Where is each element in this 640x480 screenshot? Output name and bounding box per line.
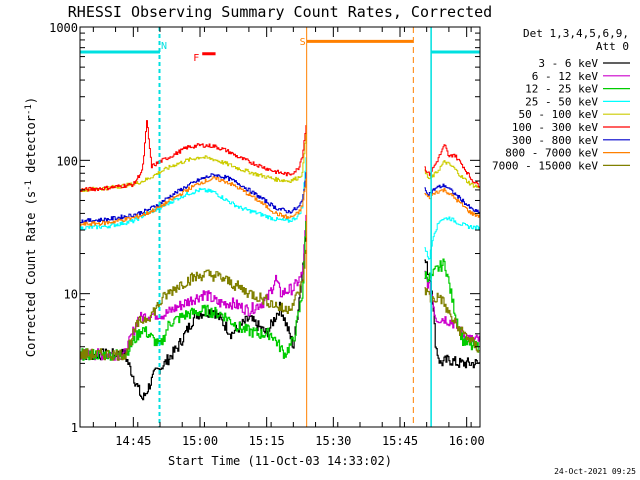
- legend-header-line-1: Det 1,3,4,5,6,9,: [523, 27, 629, 40]
- series-line-2: [80, 221, 480, 361]
- series-line-5: [80, 120, 480, 192]
- legend-label: 800 - 7000 keV: [505, 147, 598, 160]
- y-tick-label: 1000: [49, 21, 78, 35]
- series-line-6: [80, 172, 480, 224]
- legend-label: 25 - 50 keV: [525, 95, 598, 108]
- legend-label: 300 - 800 keV: [512, 134, 598, 147]
- legend-label: 6 - 12 keV: [532, 70, 599, 83]
- legend-label: 100 - 300 keV: [512, 121, 598, 134]
- legend-header-line-2: Att 0: [596, 40, 629, 53]
- x-tick-label: 15:45: [382, 434, 418, 448]
- x-tick-label: 15:00: [182, 434, 218, 448]
- marker-lines: N S F: [79, 27, 481, 427]
- series-line-8: [80, 249, 480, 361]
- chart-title: RHESSI Observing Summary Count Rates, Co…: [68, 3, 492, 21]
- x-axis: 14:45 15:00 15:15 15:30 15:45 16:00: [92, 27, 485, 448]
- x-tick-label: 15:15: [249, 434, 285, 448]
- legend-label: 12 - 25 keV: [525, 83, 598, 96]
- y-axis: 1 10 100 1000: [49, 21, 480, 435]
- y-tick-label: 1: [71, 421, 78, 435]
- series-line-3: [80, 157, 480, 260]
- legend-label: 7000 - 15000 keV: [492, 159, 598, 172]
- saa-marker-label: S: [300, 37, 306, 48]
- timestamp: 24-Oct-2021 09:25: [554, 467, 636, 476]
- x-tick-label: 14:45: [115, 434, 151, 448]
- series-line-4: [80, 131, 480, 192]
- x-axis-label: Start Time (11-Oct-03 14:33:02): [168, 454, 392, 468]
- plot-frame: [79, 26, 481, 428]
- x-tick-label: 16:00: [449, 434, 485, 448]
- series-line-1: [80, 214, 480, 361]
- legend-label: 3 - 6 keV: [538, 57, 598, 70]
- y-tick-label: 100: [56, 154, 78, 168]
- plot-lines: [80, 120, 480, 401]
- flare-marker-label: F: [193, 53, 199, 64]
- y-axis-label: Corrected Count Rate (s-1 detector-1): [24, 97, 38, 357]
- night-marker-label: N: [161, 41, 167, 52]
- y-tick-label: 10: [64, 288, 78, 302]
- x-tick-label: 15:30: [315, 434, 351, 448]
- series-line-7: [80, 176, 480, 227]
- legend-label: 50 - 100 keV: [519, 108, 599, 121]
